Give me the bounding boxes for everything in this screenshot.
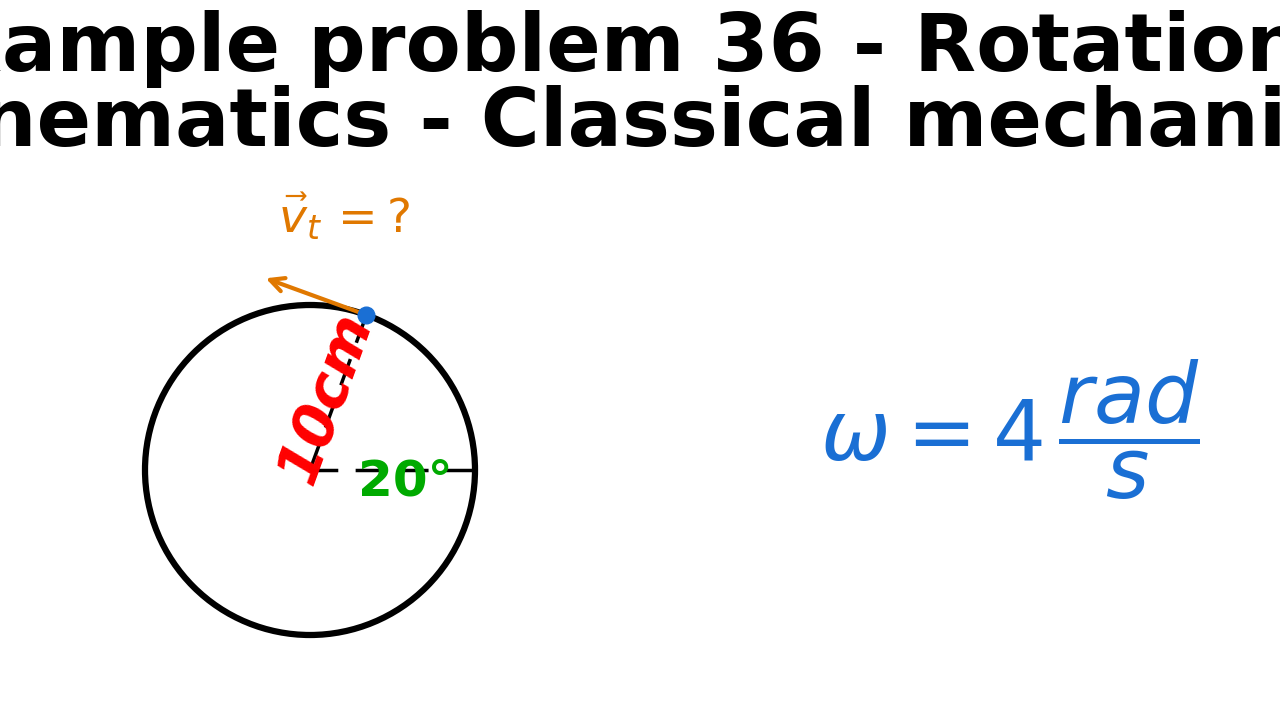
Text: 20°: 20° xyxy=(358,458,453,506)
Text: 10cm: 10cm xyxy=(269,305,383,490)
Text: $\vec{v}_t\,=?$: $\vec{v}_t\,=?$ xyxy=(278,191,410,243)
Text: $\omega = 4\,\dfrac{rad}{s}$: $\omega = 4\,\dfrac{rad}{s}$ xyxy=(820,358,1199,502)
Text: kinematics - Classical mechanics: kinematics - Classical mechanics xyxy=(0,85,1280,163)
Text: Example problem 36 - Rotational: Example problem 36 - Rotational xyxy=(0,10,1280,88)
